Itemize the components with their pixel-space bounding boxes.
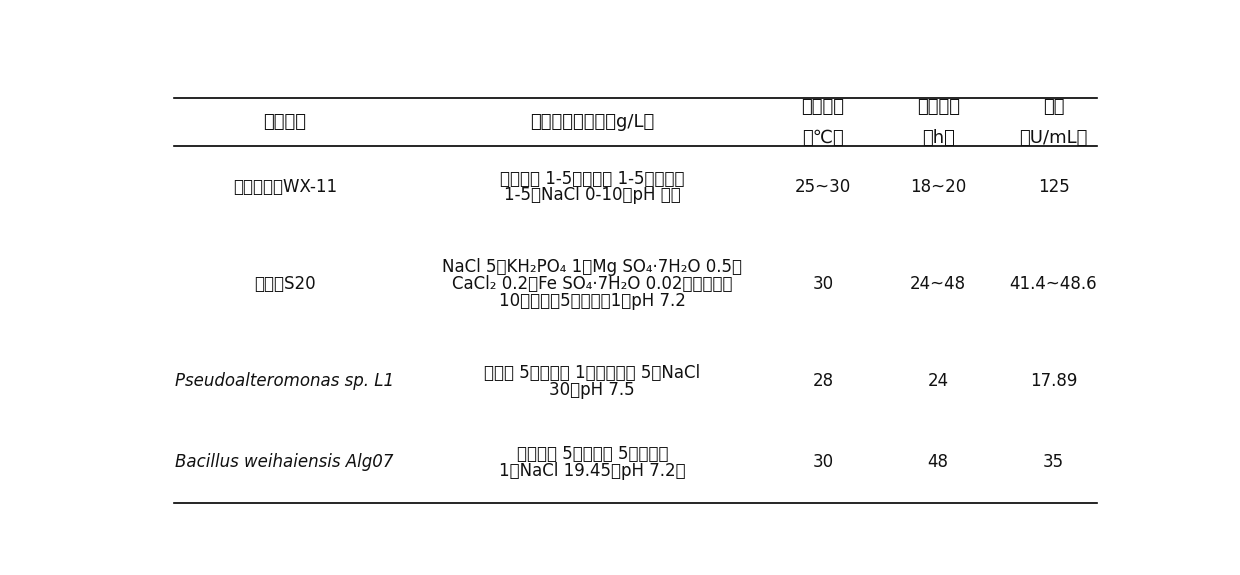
Text: CaCl₂ 0.2，Fe SO₄·7H₂O 0.02，褐藻酸钠: CaCl₂ 0.2，Fe SO₄·7H₂O 0.02，褐藻酸钠 bbox=[453, 275, 733, 293]
Text: 17.89: 17.89 bbox=[1030, 373, 1078, 390]
Text: 25~30: 25~30 bbox=[795, 178, 851, 196]
Text: 发酵培养基成分（g/L）: 发酵培养基成分（g/L） bbox=[531, 113, 655, 131]
Text: 1-5、NaCl 0-10、pH 自然: 1-5、NaCl 0-10、pH 自然 bbox=[503, 186, 681, 204]
Text: 蛋白胨 5、酵母粉 1、海藻酸钠 5、NaCl: 蛋白胨 5、酵母粉 1、海藻酸钠 5、NaCl bbox=[484, 364, 701, 382]
Text: 酶活: 酶活 bbox=[1043, 98, 1064, 116]
Text: 24: 24 bbox=[928, 373, 949, 390]
Text: 10，蛋白胨5，酵母粉1，pH 7.2: 10，蛋白胨5，酵母粉1，pH 7.2 bbox=[498, 292, 686, 310]
Text: （U/mL）: （U/mL） bbox=[1019, 129, 1087, 147]
Text: Bacillus weihaiensis Alg07: Bacillus weihaiensis Alg07 bbox=[176, 454, 394, 471]
Text: 培养温度: 培养温度 bbox=[801, 98, 844, 116]
Text: 30、pH 7.5: 30、pH 7.5 bbox=[549, 381, 635, 399]
Text: 18~20: 18~20 bbox=[910, 178, 966, 196]
Text: 28: 28 bbox=[812, 373, 833, 390]
Text: 约氏黄杆菌WX-11: 约氏黄杆菌WX-11 bbox=[233, 178, 337, 196]
Text: 24~48: 24~48 bbox=[910, 275, 966, 293]
Text: 30: 30 bbox=[812, 275, 833, 293]
Text: （h）: （h） bbox=[921, 129, 955, 147]
Text: （℃）: （℃） bbox=[802, 129, 843, 147]
Text: 41.4~48.6: 41.4~48.6 bbox=[1009, 275, 1097, 293]
Text: 培养时间: 培养时间 bbox=[916, 98, 960, 116]
Text: 125: 125 bbox=[1038, 178, 1069, 196]
Text: 海藻酸钠 5、蛋白胨 5、酵母膏: 海藻酸钠 5、蛋白胨 5、酵母膏 bbox=[517, 445, 668, 463]
Text: 菌株名称: 菌株名称 bbox=[263, 113, 306, 131]
Text: 35: 35 bbox=[1043, 454, 1064, 471]
Text: 海藻酸钠 1-5、蛋白胨 1-5、酵母粉: 海藻酸钠 1-5、蛋白胨 1-5、酵母粉 bbox=[500, 170, 684, 187]
Text: NaCl 5，KH₂PO₄ 1，Mg SO₄·7H₂O 0.5，: NaCl 5，KH₂PO₄ 1，Mg SO₄·7H₂O 0.5， bbox=[443, 258, 743, 277]
Text: Pseudoalteromonas sp. L1: Pseudoalteromonas sp. L1 bbox=[175, 373, 394, 390]
Text: 黄杆菌S20: 黄杆菌S20 bbox=[254, 275, 315, 293]
Text: 1、NaCl 19.45，pH 7.2。: 1、NaCl 19.45，pH 7.2。 bbox=[498, 462, 686, 480]
Text: 48: 48 bbox=[928, 454, 949, 471]
Text: 30: 30 bbox=[812, 454, 833, 471]
